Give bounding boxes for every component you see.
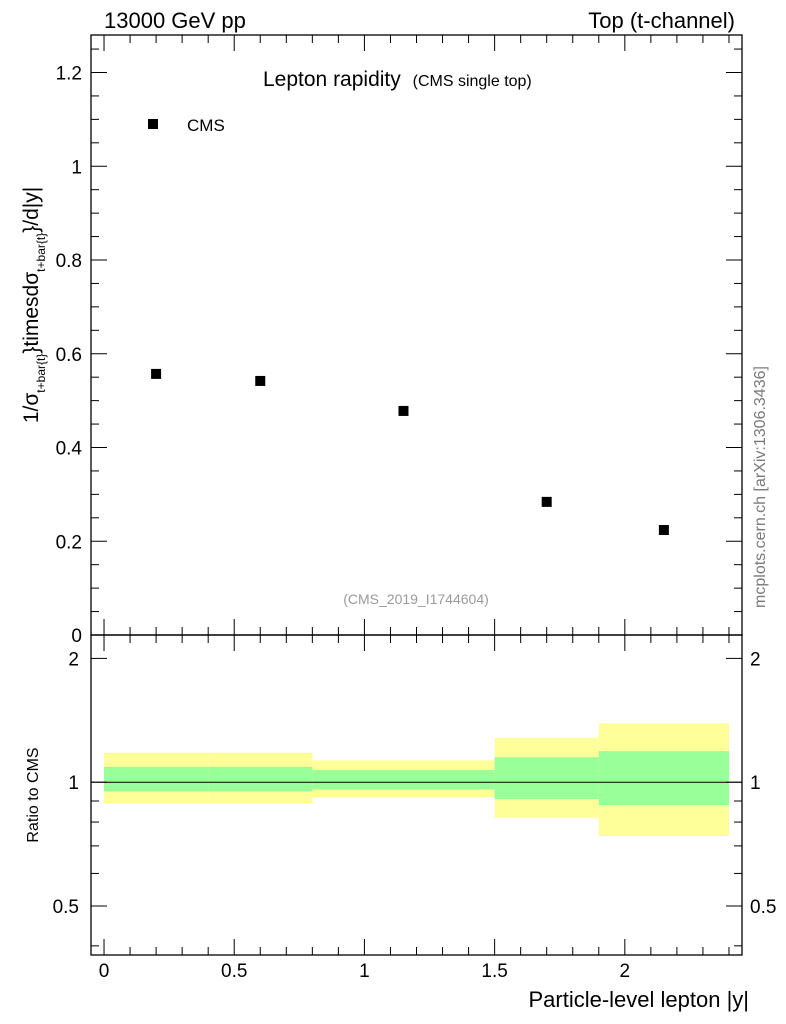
main-points [151, 368, 669, 535]
y-label-sub-2: t+bar{t} [34, 233, 48, 272]
main-ticks [91, 35, 742, 636]
y-label-sub-1: t+bar{t} [34, 354, 48, 393]
main-ytick-label: 0 [71, 626, 82, 647]
data-point [658, 525, 669, 535]
ratio-ticks [91, 635, 742, 955]
x-tick-label: 1.5 [481, 961, 507, 982]
ratio-y-axis-label: Ratio to CMS [25, 747, 42, 842]
x-tick-label: 1 [359, 961, 370, 982]
main-ytick-label: 1.2 [56, 64, 82, 85]
ratio-ytick-label-right: 1 [750, 773, 761, 794]
main-ytick-label: 0.4 [56, 439, 83, 460]
main-ytick-label: 0.2 [56, 532, 82, 553]
ratio-ytick-label-right: 2 [750, 649, 761, 670]
x-tick-label: 0 [99, 961, 110, 982]
ratio-ytick-labels: 0.5 0.5 1 1 2 2 [53, 649, 777, 918]
side-label: mcplots.cern.ch [arXiv:1306.3436] [752, 366, 769, 608]
chart-title: Lepton rapidity (CMS single top) [263, 68, 532, 91]
uncertainty-band [208, 766, 313, 792]
header-process: Top (t-channel) [588, 8, 735, 33]
header-energy: 13000 GeV pp [104, 8, 246, 33]
data-point [398, 405, 409, 416]
main-ytick-label: 0.6 [56, 345, 82, 366]
main-ytick-labels: 0 0.2 0.4 0.6 0.8 1 1.2 [56, 64, 83, 648]
main-ytick-label: 1 [71, 157, 82, 178]
y-label-part-1: 1/σ [20, 393, 43, 424]
watermark: (CMS_2019_I1744604) [343, 591, 489, 607]
ratio-xtick-labels: 0 0.5 1 1.5 2 [99, 961, 630, 982]
ratio-ytick-label-right: 0.5 [750, 897, 776, 918]
ratio-ytick-label: 2 [68, 649, 79, 670]
ratio-ytick-label: 1 [68, 773, 79, 794]
y-label-part-2: }timesdσ [20, 272, 43, 354]
uncertainty-band [104, 766, 209, 792]
data-point [151, 368, 162, 379]
main-panel: 0 0.2 0.4 0.6 0.8 1 1.2 Lepton rapidity (CMS s… [20, 34, 743, 648]
main-ytick-label: 0.8 [56, 251, 82, 272]
x-tick-label: 2 [620, 961, 631, 982]
data-point [541, 496, 552, 507]
chart-title-sub: (CMS single top) [413, 73, 532, 90]
uncertainty-band [494, 757, 599, 800]
ratio-bands [104, 723, 729, 836]
uncertainty-band [598, 751, 729, 806]
main-y-axis-label: 1/σt+bar{t}}timesdσt+bar{t}}/d|y| [20, 187, 48, 423]
ratio-panel: 0.5 0.5 1 1 2 2 0 0.5 1 1.5 2 Ratio to CMS Partic… [25, 634, 777, 1012]
ratio-ytick-label: 0.5 [53, 897, 79, 918]
legend-marker [148, 119, 158, 129]
x-tick-label: 0.5 [221, 961, 247, 982]
legend-label: CMS [187, 116, 225, 135]
chart-title-main: Lepton rapidity [263, 68, 401, 91]
x-axis-label: Particle-level lepton |y| [528, 987, 749, 1012]
data-point [255, 375, 266, 386]
y-label-part-3: }/d|y| [20, 187, 43, 233]
uncertainty-band [312, 770, 495, 790]
